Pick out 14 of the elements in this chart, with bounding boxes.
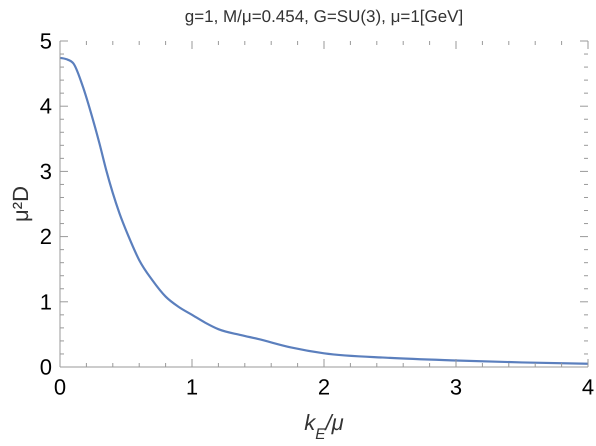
y-tick-label: 2 [40, 224, 52, 250]
line-series [60, 56, 588, 365]
x-tick-label: 3 [450, 374, 462, 400]
y-tick-label: 4 [40, 94, 52, 119]
x-tick-label: 4 [582, 374, 594, 400]
y-tick-label: 3 [40, 158, 52, 184]
x-tick-label: 1 [186, 374, 198, 400]
chart-title: g=1, M/μ=0.454, G=SU(3), μ=1[GeV] [184, 7, 464, 26]
y-axis-title: μ²D [8, 186, 33, 222]
y-tick-label: 0 [40, 354, 52, 380]
y-tick-label: 5 [40, 28, 52, 54]
y-tick-label: 1 [40, 289, 52, 314]
x-tick-label: 2 [318, 374, 330, 400]
x-axis-title: k$_{E}$/μ [304, 410, 344, 442]
